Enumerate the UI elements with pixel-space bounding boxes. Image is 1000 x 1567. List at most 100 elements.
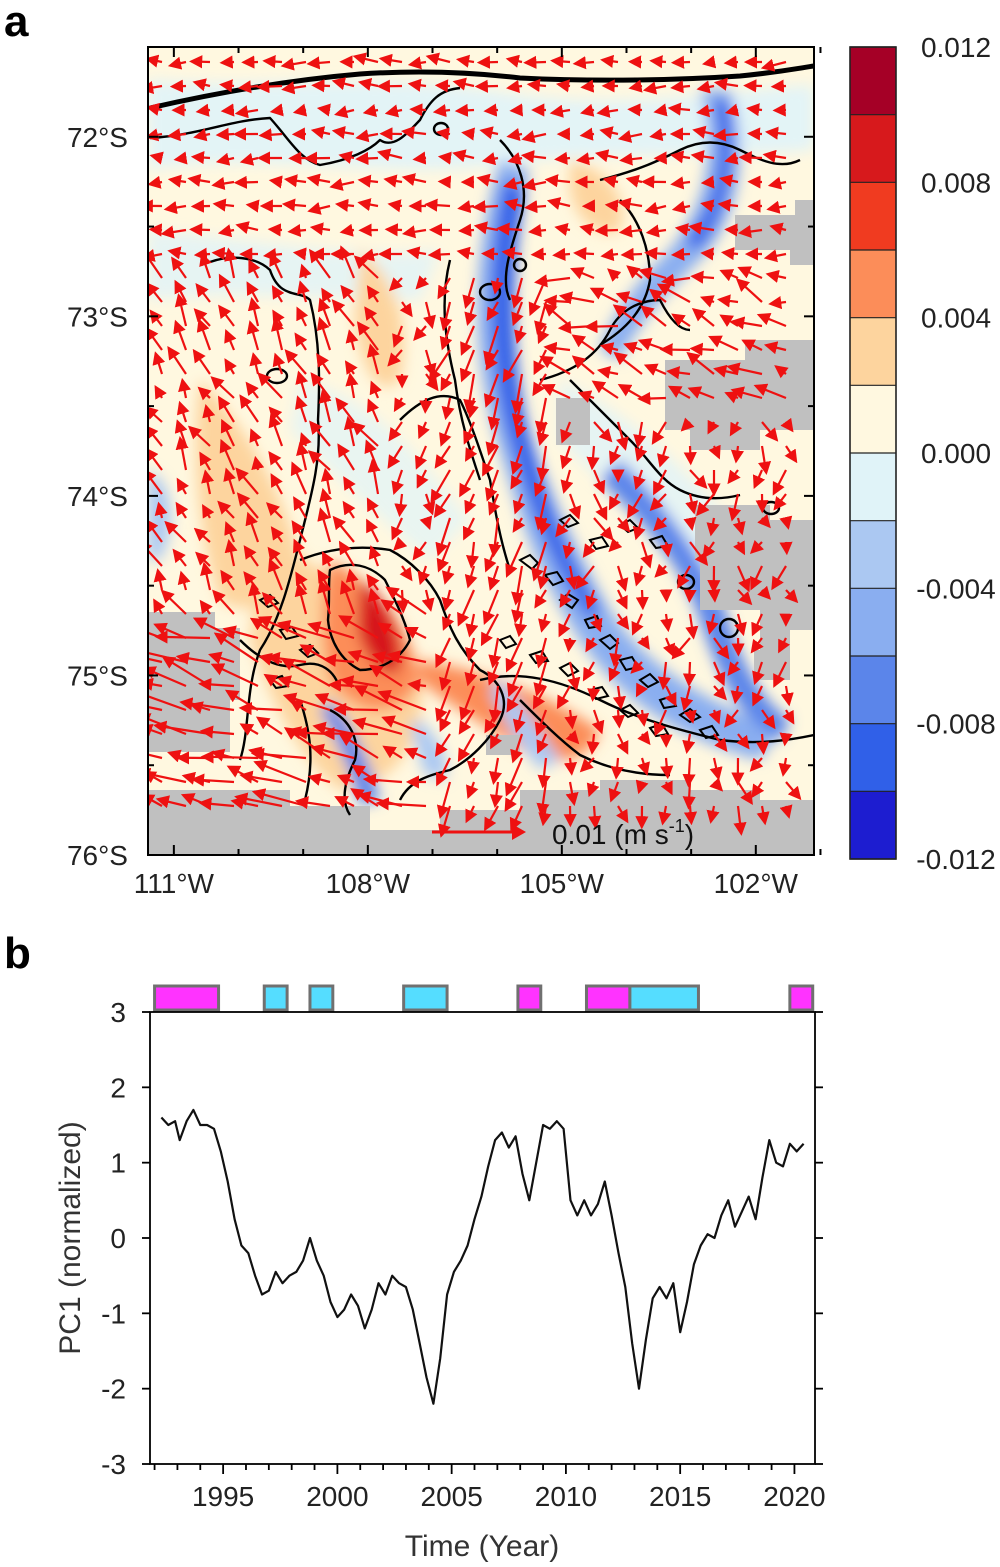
velocity-arrow [640, 305, 667, 327]
velocity-arrow [272, 352, 286, 375]
velocity-arrow [316, 316, 332, 351]
velocity-arrow [464, 565, 478, 589]
velocity-arrow [653, 709, 668, 737]
velocity-arrow [719, 269, 739, 282]
velocity-arrow [148, 770, 163, 784]
x-tick-label: 2015 [649, 1481, 711, 1512]
velocity-arrow [737, 266, 763, 280]
velocity-arrow [383, 174, 403, 188]
velocity-arrow [683, 589, 697, 603]
velocity-arrow [338, 733, 379, 759]
velocity-arrow [293, 538, 308, 567]
velocity-arrow [696, 493, 715, 517]
velocity-arrow [756, 805, 770, 826]
velocity-arrow [649, 493, 667, 512]
y-tick-label: -3 [101, 1449, 126, 1480]
velocity-arrow [427, 247, 451, 262]
velocity-arrow [283, 174, 307, 188]
velocity-arrow [399, 301, 413, 318]
velocity-arrow [167, 174, 187, 188]
velocity-arrow [434, 733, 451, 757]
velocity-arrow [633, 469, 646, 491]
velocity-arrow [579, 223, 595, 236]
velocity-arrow [563, 637, 577, 653]
velocity-arrow [192, 78, 211, 92]
velocity-arrow [269, 103, 284, 117]
velocity-arrow [276, 620, 331, 640]
velocity-arrow [343, 476, 356, 495]
velocity-arrow [434, 79, 451, 93]
velocity-arrow [582, 541, 596, 558]
velocity-arrow [460, 325, 476, 356]
lat-label: 73°S [67, 301, 128, 332]
velocity-arrow [394, 493, 408, 518]
velocity-arrow [521, 177, 547, 191]
velocity-arrow [357, 174, 379, 188]
velocity-arrow [220, 103, 235, 117]
velocity-arrow [709, 757, 723, 781]
velocity-arrow [570, 267, 595, 280]
velocity-arrow [757, 585, 772, 600]
velocity-arrow [268, 413, 284, 447]
velocity-arrow [648, 288, 667, 303]
event-bar [788, 984, 815, 1012]
velocity-arrow [763, 341, 787, 355]
velocity-arrow [732, 517, 746, 536]
velocity-arrow [217, 500, 235, 519]
velocity-arrow [462, 277, 476, 309]
velocity-arrow [568, 493, 582, 520]
velocity-arrow [770, 79, 787, 93]
colorbar-swatch [850, 317, 896, 386]
velocity-arrow [559, 589, 572, 608]
velocity-arrow [539, 355, 571, 375]
velocity-arrow [555, 79, 571, 93]
velocity-arrow [593, 421, 613, 443]
velocity-arrow [217, 224, 235, 238]
velocity-arrow [401, 173, 427, 186]
velocity-arrow [511, 301, 524, 327]
velocity-arrow [351, 717, 403, 736]
y-tick-label: 0 [110, 1223, 126, 1254]
velocity-arrow [600, 54, 619, 68]
velocity-arrow [617, 129, 643, 143]
velocity-arrow [615, 805, 629, 824]
velocity-arrow [211, 176, 235, 191]
velocity-arrow [712, 661, 726, 687]
velocity-arrow [222, 625, 259, 640]
velocity-arrow [424, 198, 451, 212]
velocity-arrow [486, 301, 500, 322]
velocity-arrow [357, 198, 379, 212]
velocity-arrow [439, 421, 452, 447]
velocity-arrow [510, 469, 523, 490]
velocity-arrow [484, 709, 499, 734]
colorbar-label: -0.012 [916, 844, 995, 875]
velocity-arrow [436, 541, 452, 573]
velocity-arrow [785, 781, 802, 801]
velocity-arrow [708, 444, 721, 460]
velocity-arrow [760, 58, 787, 72]
velocity-arrow [511, 565, 525, 606]
velocity-arrow [476, 173, 499, 187]
velocity-arrow [538, 613, 551, 633]
velocity-arrow [660, 613, 674, 633]
reference-arrow: 0.01 (m s-1) [432, 816, 694, 850]
velocity-arrow [296, 306, 309, 327]
velocity-arrow [462, 517, 475, 541]
velocity-arrow [465, 397, 479, 419]
velocity-arrow [148, 767, 187, 784]
colorbar-swatch [850, 453, 896, 522]
velocity-arrow [778, 637, 791, 654]
velocity-arrow [705, 613, 719, 635]
velocity-arrow [651, 421, 667, 445]
velocity-arrow [218, 273, 235, 303]
velocity-arrow [579, 127, 595, 141]
velocity-arrow [653, 469, 667, 496]
velocity-arrow [699, 295, 715, 308]
velocity-arrow [615, 565, 629, 592]
velocity-arrow [689, 541, 709, 566]
velocity-arrow [688, 221, 715, 235]
velocity-arrow [612, 304, 643, 327]
colorbar [849, 46, 897, 860]
velocity-arrow [200, 561, 213, 591]
velocity-arrow [213, 632, 259, 663]
